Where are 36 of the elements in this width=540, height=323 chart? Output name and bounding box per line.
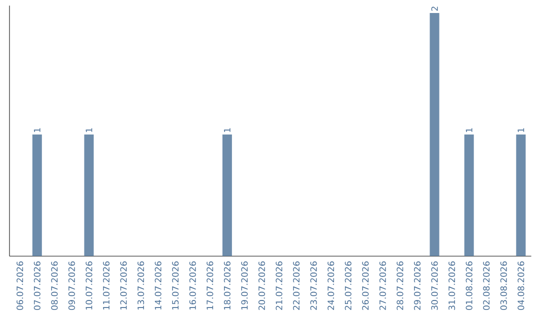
x-tick-label: 27.07.2026 <box>379 262 386 310</box>
x-tick-label: 11.07.2026 <box>102 262 110 310</box>
x-tick-label: 16.07.2026 <box>189 262 196 310</box>
x-tick-label: 22.07.2026 <box>293 262 300 310</box>
x-tick-label: 15.07.2026 <box>172 262 179 310</box>
x-tick-label: 18.07.2026 <box>224 262 230 310</box>
x-tick-label: 10.07.2026 <box>86 262 92 310</box>
x-tick-label: 17.07.2026 <box>206 262 214 310</box>
data-label: 1 <box>86 128 92 132</box>
x-tick-label: 31.07.2026 <box>448 262 456 310</box>
x-tick-label: 14.07.2026 <box>154 262 162 310</box>
x-tick-label: 09.07.2026 <box>68 262 75 310</box>
x-tick-label: 19.07.2026 <box>241 262 248 310</box>
x-tick-label: 30.07.2026 <box>431 262 438 310</box>
x-tick-label: 26.07.2026 <box>362 262 369 310</box>
x-tick-label: 21.07.2026 <box>276 262 282 310</box>
x-tick-label: 12.07.2026 <box>120 262 127 310</box>
x-tick-label: 02.08.2026 <box>483 262 490 310</box>
data-label: 1 <box>518 128 524 132</box>
x-tick-label: 03.08.2026 <box>500 262 507 310</box>
x-tick-label: 24.07.2026 <box>328 262 334 310</box>
data-label: 2 <box>431 6 438 11</box>
x-tick-label: 25.07.2026 <box>344 262 352 310</box>
x-tick-label: 23.07.2026 <box>310 262 317 310</box>
x-tick-label: 29.07.2026 <box>414 262 421 310</box>
x-tick-label: 07.07.2026 <box>34 262 40 310</box>
x-tick-label: 28.07.2026 <box>396 262 404 310</box>
x-tick-label: 08.07.2026 <box>51 262 58 310</box>
x-tick-label: 04.08.2026 <box>518 262 524 310</box>
data-label: 1 <box>34 128 40 132</box>
data-label: 1 <box>466 128 472 132</box>
x-tick-label: 06.07.2026 <box>16 262 24 310</box>
data-label: 1 <box>224 128 230 132</box>
x-tick-label: 01.08.2026 <box>466 262 472 310</box>
x-tick-label: 13.07.2026 <box>138 262 144 310</box>
x-tick-label: 20.07.2026 <box>258 262 266 310</box>
